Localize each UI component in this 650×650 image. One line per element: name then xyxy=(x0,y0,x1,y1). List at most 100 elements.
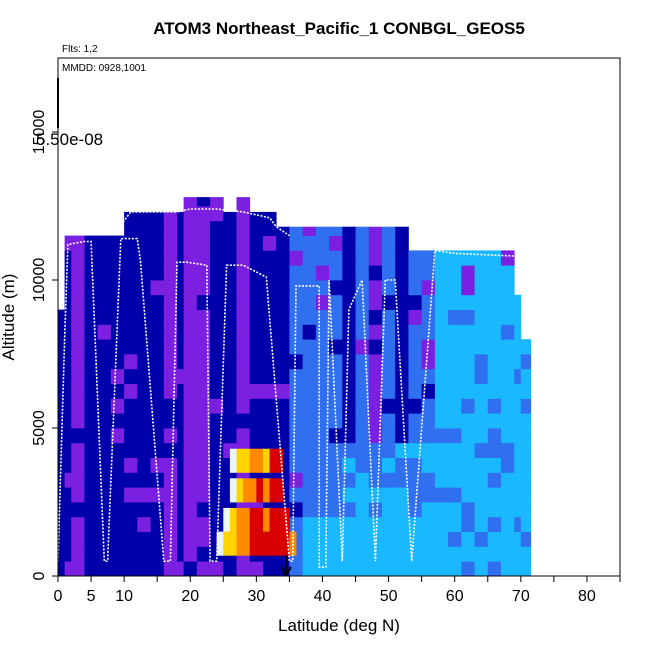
heatmap-cell xyxy=(110,368,125,384)
heatmap-cell xyxy=(381,354,396,370)
heatmap-cell xyxy=(97,546,112,562)
heatmap-cell xyxy=(58,339,66,355)
heatmap-cell xyxy=(395,502,409,518)
heatmap-cell xyxy=(249,250,264,266)
heatmap-cell xyxy=(520,383,532,399)
heatmap-cell xyxy=(434,398,449,414)
heatmap-cell xyxy=(514,324,522,340)
heatmap-cell xyxy=(487,413,502,429)
heatmap-cell xyxy=(342,561,356,577)
heatmap-cell xyxy=(177,280,185,296)
heatmap-cell xyxy=(342,516,356,532)
heatmap-cell xyxy=(434,309,449,325)
heatmap-cell xyxy=(355,472,370,488)
heatmap-cell xyxy=(137,428,151,444)
heatmap-cell xyxy=(249,294,264,310)
heatmap-cell xyxy=(448,442,462,458)
heatmap-cell xyxy=(71,546,85,562)
heatmap-cell xyxy=(408,354,423,370)
heatmap-cell xyxy=(315,502,330,518)
heatmap-cell xyxy=(395,368,409,384)
heatmap-cell xyxy=(302,502,317,518)
heatmap-cell xyxy=(500,265,515,281)
heatmap-cell xyxy=(434,250,449,266)
hotspot-cell xyxy=(256,507,264,532)
heatmap-cell xyxy=(302,457,317,473)
heatmap-cell xyxy=(368,250,383,266)
heatmap-cell xyxy=(276,339,290,355)
heatmap-cell xyxy=(150,265,165,281)
heatmap-cell xyxy=(487,309,502,325)
heatmap-cell xyxy=(71,250,85,266)
heatmap-cell xyxy=(223,324,237,340)
heatmap-cell xyxy=(329,442,343,458)
heatmap-cell xyxy=(124,516,138,532)
heatmap-cell xyxy=(381,250,396,266)
heatmap-cell xyxy=(448,428,462,444)
heatmap-cell xyxy=(461,413,475,429)
heatmap-cell xyxy=(177,383,185,399)
heatmap-cell xyxy=(124,472,138,488)
heatmap-cell xyxy=(276,250,290,266)
heatmap-cell xyxy=(408,531,423,547)
x-tick-label: 50 xyxy=(380,588,398,605)
heatmap-cell xyxy=(84,324,99,340)
heatmap-cell xyxy=(64,457,72,473)
heatmap-cell xyxy=(183,487,198,503)
heatmap-cell xyxy=(342,428,356,444)
heatmap-cell xyxy=(150,250,165,266)
heatmap-cell xyxy=(223,220,237,236)
heatmap-cell xyxy=(487,368,502,384)
heatmap-cell xyxy=(500,250,515,266)
heatmap-cell xyxy=(210,250,224,266)
heatmap-cell xyxy=(210,324,224,340)
heatmap-cell xyxy=(84,235,99,251)
heatmap-cell xyxy=(329,457,343,473)
heatmap-cell xyxy=(196,516,211,532)
heatmap-cell xyxy=(487,487,502,503)
heatmap-cell xyxy=(302,368,317,384)
heatmap-cell xyxy=(514,398,522,414)
heatmap-cell xyxy=(289,368,304,384)
heatmap-cell xyxy=(408,280,423,296)
heatmap-cell xyxy=(236,265,251,281)
hotspot-cell xyxy=(229,448,237,473)
heatmap-cell xyxy=(110,250,125,266)
heatmap-cell xyxy=(514,487,522,503)
heatmap-cell xyxy=(448,502,462,518)
heatmap-cell xyxy=(71,368,85,384)
heatmap-cell xyxy=(210,516,224,532)
hotspot-cell xyxy=(243,531,251,556)
heatmap-cell xyxy=(110,472,125,488)
heatmap-cell xyxy=(177,211,185,222)
heatmap-cell xyxy=(223,235,237,251)
heatmap-cell xyxy=(97,428,112,444)
heatmap-cell xyxy=(487,502,502,518)
heatmap-cell xyxy=(137,265,151,281)
hotspot-cell xyxy=(243,507,251,532)
heatmap-cell xyxy=(461,324,475,340)
heatmap-cell xyxy=(434,294,449,310)
x-axis-label: Latitude (deg N) xyxy=(278,616,400,635)
heatmap-cell xyxy=(355,324,370,340)
heatmap-cell xyxy=(262,220,277,236)
heatmap-cell xyxy=(84,442,99,458)
heatmap-cell xyxy=(355,531,370,547)
heatmap-cell xyxy=(210,220,224,236)
heatmap-cell xyxy=(177,546,185,562)
heatmap-cell xyxy=(520,413,532,429)
heatmap-cell xyxy=(342,442,356,458)
heatmap-cell xyxy=(421,561,436,577)
heatmap-cell xyxy=(236,368,251,384)
heatmap-cell xyxy=(434,280,449,296)
heatmap-cell xyxy=(249,235,264,251)
hotspot-cell xyxy=(256,448,264,473)
heatmap-cell xyxy=(302,546,317,562)
heatmap-cell xyxy=(514,531,522,547)
hotspot-cell xyxy=(262,507,270,532)
heatmap-cell xyxy=(97,502,112,518)
heatmap-cell xyxy=(183,531,198,547)
heatmap-cell xyxy=(461,546,475,562)
heatmap-cell xyxy=(434,413,449,429)
heatmap-cell xyxy=(84,413,99,429)
